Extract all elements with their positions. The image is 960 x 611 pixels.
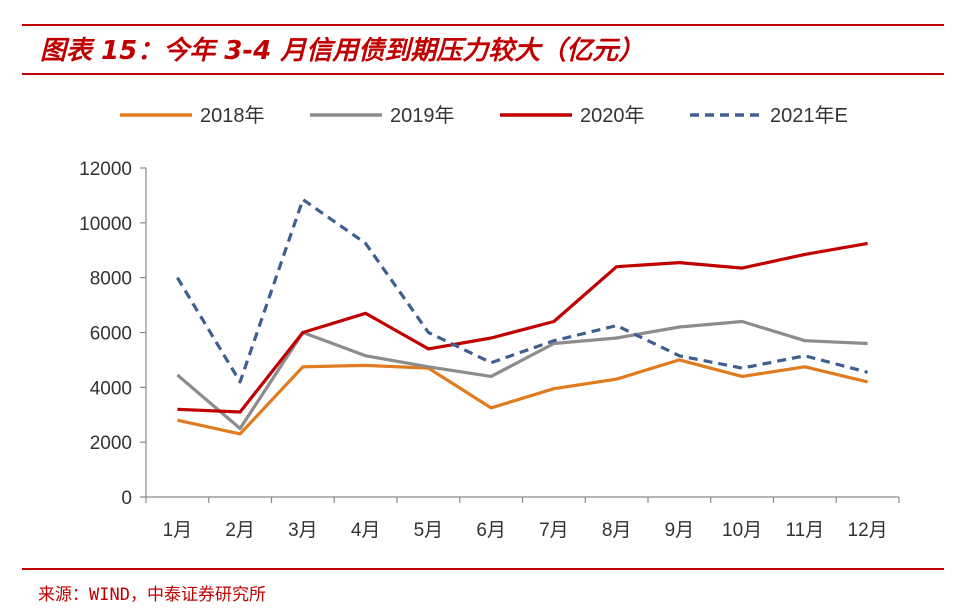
chart-title: 图表 15：今年 3-4 月信用债到期压力较大（亿元） [40, 36, 645, 66]
y-tick-label: 4000 [90, 378, 132, 399]
bottom-rule [22, 568, 944, 570]
x-tick-label: 2月 [225, 520, 255, 541]
legend-label: 2020年 [580, 104, 645, 127]
x-tick-label: 11月 [786, 520, 825, 541]
source-note: 来源：WIND，中泰证券研究所 [38, 585, 266, 605]
x-tick-label: 10月 [722, 520, 762, 541]
series-line [176, 197, 869, 384]
legend-label: 2021年E [770, 104, 848, 127]
series-line [177, 358, 868, 436]
x-tick-label: 6月 [476, 520, 506, 541]
top-rule [22, 24, 944, 26]
y-tick-label: 0 [121, 488, 132, 509]
y-tick-label: 8000 [90, 269, 132, 290]
x-tick-label: 8月 [602, 520, 632, 541]
y-tick-label: 12000 [79, 159, 132, 180]
x-tick-label: 1月 [163, 520, 193, 541]
series-group [176, 197, 869, 436]
legend-label: 2018年 [200, 104, 265, 127]
x-tick-label: 7月 [539, 520, 569, 541]
legend: 2018年 2019年 2020年 2021年E [120, 104, 848, 127]
title-rule [22, 73, 944, 75]
x-tick-label: 9月 [665, 520, 695, 541]
y-tick-label: 2000 [90, 433, 132, 454]
legend-label: 2019年 [390, 104, 455, 127]
x-tick-label: 5月 [414, 520, 444, 541]
x-tick-label: 4月 [351, 520, 381, 541]
series-line [176, 319, 868, 431]
series-line [177, 241, 868, 414]
y-tick-label: 10000 [79, 214, 132, 235]
x-tick-label: 3月 [288, 520, 318, 541]
x-tick-label: 12月 [848, 520, 888, 541]
y-tick-label: 6000 [90, 324, 132, 345]
axes: 0 2000 4000 6000 8000 10000 12000 1月 2月 3月 4月 5月 6月 7… [79, 159, 900, 541]
